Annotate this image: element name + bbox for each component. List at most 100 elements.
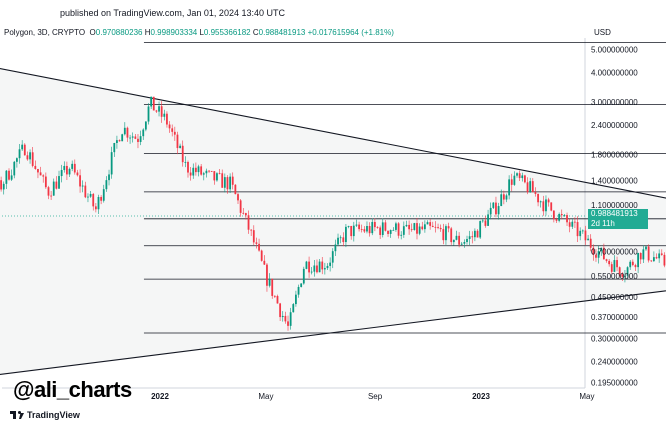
- candle-body: [94, 206, 97, 210]
- candle-body: [163, 113, 166, 117]
- candle-body: [305, 261, 308, 269]
- candle-body: [323, 268, 326, 270]
- candle-body: [631, 261, 634, 266]
- candle-body: [313, 265, 316, 272]
- candle-body: [187, 161, 189, 173]
- candle-body: [418, 226, 421, 234]
- candle-body: [576, 222, 579, 237]
- candle-body: [568, 222, 571, 227]
- candle-body: [250, 229, 253, 231]
- candle-body: [139, 136, 142, 142]
- candle-body: [279, 303, 282, 318]
- candle-body: [439, 227, 442, 230]
- time-axis-tick: Sep: [368, 392, 383, 401]
- candle-body: [184, 161, 187, 163]
- candle-body: [147, 106, 150, 122]
- candle-body: [189, 172, 192, 176]
- candle-body: [547, 199, 550, 203]
- candle-body: [192, 167, 195, 176]
- candle-body: [150, 96, 153, 107]
- author-watermark: @ali_charts: [13, 377, 132, 402]
- candle-body: [626, 267, 629, 276]
- candle-body: [389, 230, 392, 234]
- candle-body: [63, 165, 66, 171]
- candle-body: [345, 226, 347, 243]
- ohlc-legend: Polygon, 3D, CRYPTO O0.970880236 H0.9989…: [4, 28, 394, 37]
- candle-body: [244, 213, 247, 216]
- candle-body: [339, 237, 342, 239]
- candle-body: [492, 202, 495, 208]
- candle-body: [431, 225, 434, 227]
- candle-body: [663, 254, 666, 266]
- candle-body: [213, 171, 216, 181]
- candle-body: [87, 196, 89, 198]
- candle-body: [123, 127, 126, 135]
- candle-body: [200, 166, 203, 175]
- price-axis-tick: 0.300000000: [591, 334, 638, 343]
- candle-body: [179, 145, 181, 149]
- candle-body: [450, 228, 453, 243]
- candle-body: [524, 175, 526, 183]
- candle-body: [113, 143, 116, 153]
- tradingview-logo[interactable]: TradingView: [10, 410, 80, 420]
- candle-body: [645, 246, 647, 250]
- candle-body: [108, 174, 110, 181]
- candle-body: [397, 223, 400, 236]
- candle-body: [460, 243, 463, 245]
- candle-body: [555, 219, 558, 221]
- candle-body: [268, 278, 271, 286]
- candle-body: [445, 226, 447, 241]
- candle-body: [447, 226, 450, 229]
- candle-body: [476, 230, 479, 238]
- candle-body: [302, 268, 305, 284]
- candle-body: [552, 210, 555, 220]
- candle-body: [629, 261, 632, 268]
- candle-body: [266, 264, 268, 286]
- candle-body: [13, 161, 16, 176]
- candle-body: [355, 224, 358, 226]
- candle-body: [142, 129, 145, 137]
- candle-body: [513, 175, 516, 185]
- time-axis-tick: 2023: [472, 392, 490, 401]
- candle-body: [263, 260, 266, 265]
- candle-body: [563, 215, 566, 216]
- candle-body: [508, 179, 511, 196]
- candle-body: [500, 194, 503, 207]
- candle-body: [639, 252, 642, 260]
- candle-body: [437, 227, 439, 228]
- candle-body: [637, 252, 639, 268]
- candle-body: [574, 221, 576, 223]
- candle-body: [621, 273, 624, 277]
- candle-body: [516, 173, 518, 176]
- candle-body: [31, 152, 34, 166]
- candle-body: [481, 220, 484, 222]
- candle-body: [105, 180, 108, 190]
- close-label: C: [252, 28, 259, 37]
- candle-body: [71, 163, 74, 169]
- time-axis-tick: 2022: [151, 392, 169, 401]
- candle-body: [100, 196, 103, 201]
- candle-body: [137, 138, 139, 142]
- symbol-label[interactable]: Polygon, 3D, CRYPTO: [4, 28, 86, 37]
- candle-body: [387, 230, 389, 234]
- candle-body: [258, 243, 260, 251]
- candle-body: [229, 176, 232, 190]
- candle-body: [118, 140, 121, 142]
- candle-body: [423, 224, 426, 230]
- candle-body: [55, 181, 58, 189]
- current-price-tag: 0.988481913 2d 11h: [588, 209, 648, 229]
- candle-body: [173, 131, 176, 135]
- candle-body: [642, 249, 645, 260]
- candle-body: [8, 170, 10, 180]
- candle-body: [529, 181, 532, 193]
- candle-body: [116, 140, 118, 144]
- candle-body: [550, 202, 553, 211]
- candle-body: [287, 321, 289, 326]
- open-label: O: [89, 28, 96, 37]
- candle-body: [660, 253, 663, 255]
- candle-body: [110, 152, 113, 175]
- candle-body: [208, 170, 210, 172]
- currency-label[interactable]: USD: [594, 28, 611, 37]
- price-axis-tick: 1.400000000: [591, 176, 638, 185]
